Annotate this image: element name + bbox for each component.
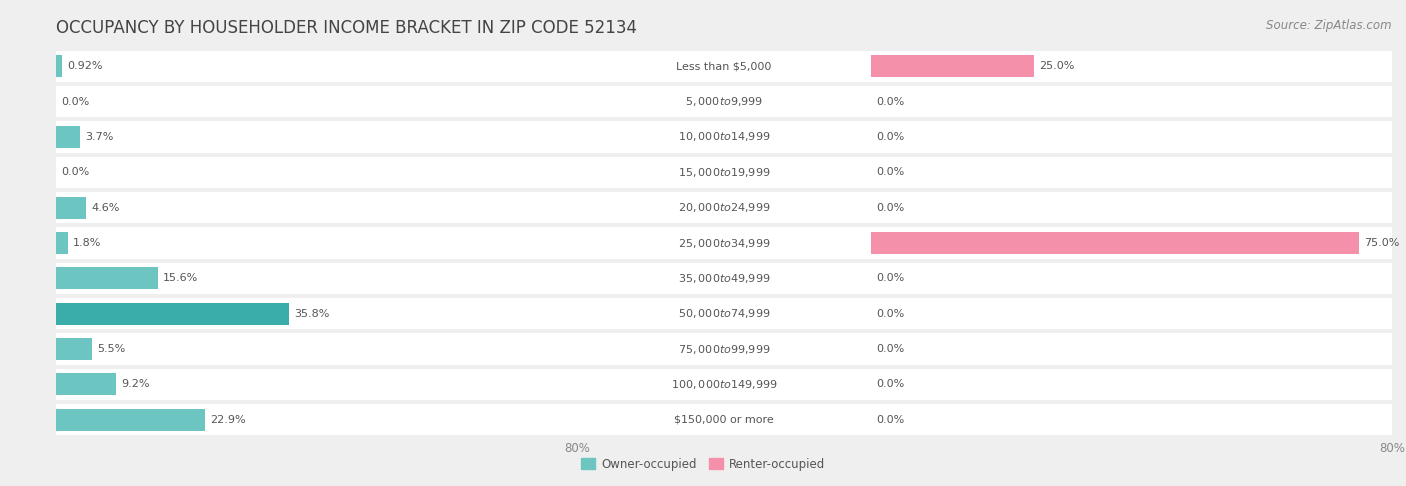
Text: 22.9%: 22.9% (211, 415, 246, 425)
Bar (0, 192, 1406, 223)
Text: $15,000 to $19,999: $15,000 to $19,999 (678, 166, 770, 179)
Bar (0, 157, 1406, 188)
Text: $100,000 to $149,999: $100,000 to $149,999 (671, 378, 778, 391)
Bar (56, 267, 157, 289)
Bar (0, 157, 1406, 188)
Text: 4.6%: 4.6% (91, 203, 120, 213)
Text: $25,000 to $34,999: $25,000 to $34,999 (678, 237, 770, 249)
Bar (0, 298, 1406, 329)
Text: 0.92%: 0.92% (67, 61, 103, 71)
Text: 5.5%: 5.5% (97, 344, 125, 354)
Text: OCCUPANCY BY HOUSEHOLDER INCOME BRACKET IN ZIP CODE 52134: OCCUPANCY BY HOUSEHOLDER INCOME BRACKET … (56, 19, 637, 37)
Bar (0, 86, 1406, 117)
Text: 0.0%: 0.0% (876, 380, 904, 389)
Bar (0, 298, 1406, 329)
Bar (0, 192, 1406, 223)
Text: 35.8%: 35.8% (295, 309, 330, 319)
Bar (0, 122, 1406, 153)
Text: $150,000 or more: $150,000 or more (675, 415, 773, 425)
Text: 75.0%: 75.0% (1365, 238, 1400, 248)
Bar (0, 263, 1406, 294)
Text: 3.7%: 3.7% (86, 132, 114, 142)
Text: 0.0%: 0.0% (876, 415, 904, 425)
Text: $20,000 to $24,999: $20,000 to $24,999 (678, 201, 770, 214)
Text: $5,000 to $9,999: $5,000 to $9,999 (685, 95, 763, 108)
Bar (870, 55, 1033, 77)
Bar (56, 55, 62, 77)
Text: $35,000 to $49,999: $35,000 to $49,999 (678, 272, 770, 285)
Bar (56, 232, 67, 254)
Bar (0, 298, 1406, 329)
Bar (0, 333, 1406, 364)
Bar (0, 122, 1406, 153)
Legend: Owner-occupied, Renter-occupied: Owner-occupied, Renter-occupied (576, 453, 830, 475)
Bar (56, 338, 91, 360)
Text: 25.0%: 25.0% (1039, 61, 1074, 71)
Text: Less than $5,000: Less than $5,000 (676, 61, 772, 71)
Bar (56, 126, 80, 148)
Bar (0, 369, 1406, 400)
Bar (0, 227, 1406, 259)
Bar (0, 333, 1406, 364)
Text: $10,000 to $14,999: $10,000 to $14,999 (678, 130, 770, 143)
Bar (0, 227, 1406, 259)
Bar (0, 369, 1406, 400)
Bar (0, 192, 1406, 223)
Text: 0.0%: 0.0% (62, 167, 90, 177)
Bar (0, 404, 1406, 435)
Text: 15.6%: 15.6% (163, 273, 198, 283)
Text: $75,000 to $99,999: $75,000 to $99,999 (678, 343, 770, 356)
Bar (0, 263, 1406, 294)
Bar (56, 303, 290, 325)
Bar (0, 369, 1406, 400)
Bar (0, 51, 1406, 82)
Text: $50,000 to $74,999: $50,000 to $74,999 (678, 307, 770, 320)
Bar (0, 404, 1406, 435)
Bar (0, 227, 1406, 259)
Text: 1.8%: 1.8% (73, 238, 101, 248)
Bar (0, 51, 1406, 82)
Bar (0, 122, 1406, 153)
Bar (0, 86, 1406, 117)
Bar (0, 86, 1406, 117)
Text: 0.0%: 0.0% (876, 97, 904, 106)
Bar (0, 333, 1406, 364)
Bar (870, 232, 1360, 254)
Text: 0.0%: 0.0% (876, 167, 904, 177)
Bar (0, 157, 1406, 188)
Bar (56, 197, 86, 219)
Text: 0.0%: 0.0% (876, 309, 904, 319)
Text: 0.0%: 0.0% (876, 203, 904, 213)
Bar (0, 51, 1406, 82)
Text: 0.0%: 0.0% (62, 97, 90, 106)
Bar (0, 404, 1406, 435)
Text: 9.2%: 9.2% (121, 380, 150, 389)
Bar (0, 263, 1406, 294)
Text: 0.0%: 0.0% (876, 273, 904, 283)
Text: 0.0%: 0.0% (876, 344, 904, 354)
Bar (56, 373, 117, 395)
Bar (56, 409, 205, 431)
Text: 0.0%: 0.0% (876, 132, 904, 142)
Text: Source: ZipAtlas.com: Source: ZipAtlas.com (1267, 19, 1392, 33)
